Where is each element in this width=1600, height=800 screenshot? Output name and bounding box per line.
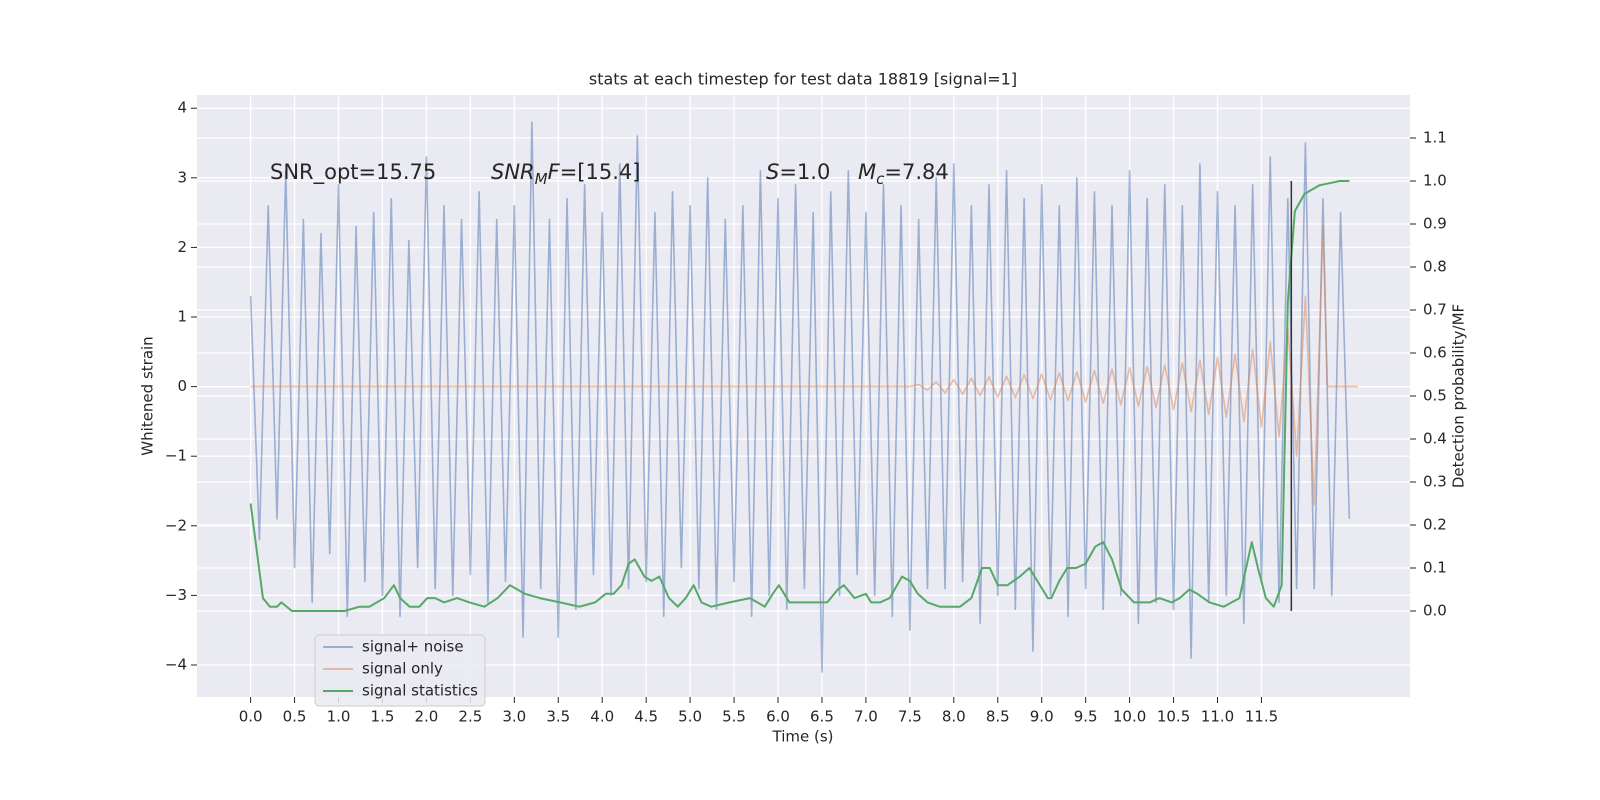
annotation: SNRMF=[15.4] (491, 160, 640, 188)
annotation-part: SNR_opt=15.75 (270, 160, 436, 185)
y2-tick-label: 0.0 (1423, 602, 1447, 620)
x-tick-label: 9.5 (1074, 708, 1098, 726)
legend-label: signal statistics (362, 682, 478, 700)
legend: signal+ noise signal only signal statistic… (314, 634, 486, 707)
y2-axis-label: Detection probability/MF (1450, 304, 1468, 488)
x-tick-label: 9.0 (1030, 708, 1054, 726)
annotation-part: M (858, 160, 876, 184)
annotation: SNR_opt=15.75 (270, 160, 436, 185)
y2-tick-label: 1.1 (1423, 129, 1447, 147)
annotation-part: F (548, 160, 561, 184)
y2-tick-label: 1.0 (1423, 172, 1447, 190)
y2-tick-label: 0.8 (1423, 258, 1447, 276)
x-tick-label: 11.0 (1201, 708, 1234, 726)
x-tick-label: 10.0 (1113, 708, 1146, 726)
y-tick-label: 4 (177, 99, 187, 117)
x-tick-label: 8.5 (986, 708, 1010, 726)
y2-tick-label: 0.1 (1423, 559, 1447, 577)
legend-box (314, 634, 486, 707)
legend-label: signal+ noise (362, 638, 464, 656)
x-tick-label: 3.0 (502, 708, 526, 726)
y2-tick-label: 0.7 (1423, 301, 1447, 319)
y2-tick-label: 0.4 (1423, 430, 1447, 448)
annotation: Mc=7.84 (858, 160, 949, 188)
x-tick-label: 4.0 (590, 708, 614, 726)
x-tick-label: 10.5 (1157, 708, 1190, 726)
y-tick-label: −3 (165, 586, 187, 604)
plot-area (249, 121, 1359, 673)
x-tick-label: 2.5 (458, 708, 482, 726)
x-tick-label: 1.0 (327, 708, 351, 726)
y2-tick-label: 0.9 (1423, 215, 1447, 233)
y-tick-label: 2 (177, 238, 187, 256)
series-line (249, 180, 1350, 612)
x-axis-label: Time (s) (772, 728, 834, 746)
x-tick-label: 0.0 (239, 708, 263, 726)
x-tick-label: 5.0 (678, 708, 702, 726)
y2-tick-label: 0.3 (1423, 473, 1447, 491)
series-line (250, 225, 1359, 506)
legend-label: signal only (362, 660, 443, 678)
annotation: S=1.0 (766, 160, 830, 184)
y2-tick-label: 0.5 (1423, 387, 1447, 405)
x-tick-label: 4.5 (634, 708, 658, 726)
x-tick-label: 7.0 (854, 708, 878, 726)
annotation-part: =[15.4] (560, 160, 641, 184)
x-tick-label: 3.5 (546, 708, 570, 726)
annotation-part: SNR (491, 160, 535, 184)
y-tick-label: −1 (165, 447, 187, 465)
annotation-part: c (876, 170, 885, 188)
y-axis-label: Whitened strain (139, 336, 157, 455)
annotation-part: S (766, 160, 779, 184)
annotation-part: =1.0 (779, 160, 830, 184)
y-tick-label: 0 (177, 377, 187, 395)
x-tick-label: 6.0 (766, 708, 790, 726)
x-tick-label: 0.5 (283, 708, 307, 726)
y-tick-label: 1 (177, 308, 187, 326)
y-tick-label: −4 (165, 655, 187, 673)
x-tick-label: 7.5 (898, 708, 922, 726)
annotation-part: M (535, 170, 548, 188)
x-tick-label: 8.0 (942, 708, 966, 726)
x-tick-label: 11.5 (1245, 708, 1278, 726)
x-tick-label: 1.5 (371, 708, 395, 726)
y-tick-label: −2 (165, 516, 187, 534)
y-tick-label: 3 (177, 168, 187, 186)
y2-tick-label: 0.2 (1423, 516, 1447, 534)
x-tick-label: 2.0 (414, 708, 438, 726)
y2-tick-label: 0.6 (1423, 344, 1447, 362)
chart-title: stats at each timestep for test data 188… (589, 70, 1017, 89)
x-tick-label: 6.5 (810, 708, 834, 726)
x-tick-label: 5.5 (722, 708, 746, 726)
annotation-part: =7.84 (884, 160, 948, 184)
